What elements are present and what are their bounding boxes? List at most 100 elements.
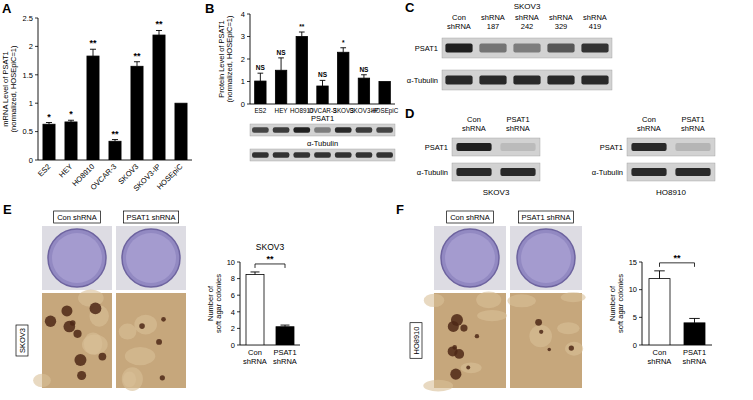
dish-inner	[521, 233, 571, 283]
significance: *	[342, 39, 345, 46]
significance: **	[299, 23, 305, 30]
error-bar	[156, 30, 162, 35]
text-line: shRNA	[681, 124, 705, 133]
tick-label: 1.5	[23, 71, 33, 80]
dish-inner	[126, 233, 176, 283]
blot-band	[314, 152, 331, 157]
panel-letter: B	[205, 1, 214, 16]
error-bar	[340, 48, 346, 53]
category-label: ES2	[254, 107, 266, 114]
blot-band	[456, 168, 491, 176]
blot-band	[445, 76, 472, 85]
blot-band	[675, 143, 710, 151]
micrograph	[434, 293, 506, 388]
text-line: shRNA	[648, 357, 672, 366]
tick-label: 1	[241, 77, 245, 86]
text-line: shRNA	[506, 124, 530, 133]
blot-band	[294, 127, 311, 132]
colony	[73, 330, 81, 338]
blot-band	[500, 143, 535, 151]
text-line: 419	[589, 22, 602, 31]
marks	[649, 271, 705, 345]
micrograph	[42, 293, 112, 388]
bar	[317, 86, 328, 104]
panel-letter: F	[396, 202, 404, 217]
tick-label: 0.5	[23, 127, 33, 136]
tick-label: 2	[241, 55, 245, 64]
colony	[466, 366, 470, 370]
texture	[122, 367, 143, 391]
error-bar	[68, 120, 74, 122]
blot-band	[513, 44, 540, 53]
colony	[569, 345, 574, 350]
column-label: Con shRNA	[57, 213, 97, 222]
significance: *	[69, 109, 73, 119]
dish-photo	[42, 226, 112, 290]
lane-label: ConshRNA	[637, 115, 661, 133]
texture	[561, 292, 586, 302]
tick-label: 6	[231, 291, 235, 300]
tick-label: 2	[29, 42, 33, 51]
texture	[557, 322, 579, 334]
significance: NS	[318, 71, 328, 78]
colony	[539, 330, 543, 334]
text-line: (normalized, HOSEpiC=1)	[9, 45, 18, 132]
colony	[74, 354, 86, 366]
texture	[461, 362, 482, 373]
tick-label: 0	[231, 341, 235, 350]
y-axis	[642, 262, 643, 345]
colony	[452, 345, 457, 350]
significance-bracket	[255, 264, 285, 268]
text-line: shRNA	[243, 357, 267, 366]
texture	[476, 291, 501, 308]
blot-title: SKOV3	[514, 2, 541, 11]
tick-label: 2	[231, 324, 235, 333]
bar	[684, 323, 705, 345]
blot-strip	[250, 149, 395, 161]
blot-strip	[627, 138, 715, 156]
text-line: 187	[487, 22, 500, 31]
category-label: HEY	[57, 162, 74, 179]
western-blot: CSKOV3ConshRNAshRNA187shRNA242shRNA329sh…	[405, 0, 612, 90]
bar-chart: SKOV3Number ofsoft agar colonies0246810C…	[206, 242, 300, 366]
text-line: shRNA	[273, 357, 297, 366]
significance: **	[266, 254, 274, 264]
blot-band	[500, 168, 535, 176]
tick-label: 10	[227, 258, 235, 267]
error-bar	[689, 318, 700, 322]
bar	[275, 70, 286, 104]
blot-band	[252, 152, 269, 157]
colony	[61, 305, 72, 316]
text-line: 329	[555, 22, 568, 31]
panel-letter: A	[2, 1, 12, 16]
column-label: Con shRNA	[450, 213, 490, 222]
blot-band	[631, 143, 666, 151]
blot-band	[445, 44, 472, 53]
colony-images: ESKOV3Con shRNAPSAT1 shRNA	[3, 202, 186, 391]
error-bar	[281, 325, 290, 327]
significance: NS	[256, 64, 266, 71]
tick-label: 5	[633, 313, 637, 322]
texture	[424, 294, 444, 307]
tick-label: 10	[629, 285, 637, 294]
bar-chart: Number ofsoft agar colonies051015ConshRN…	[608, 253, 712, 366]
y-axis	[240, 262, 241, 345]
significance: **	[111, 129, 119, 139]
error-bar	[90, 49, 96, 56]
marks	[43, 30, 187, 160]
significance: **	[89, 38, 97, 48]
western-blot: DSKOV3ConshRNAPSAT1shRNAPSAT1α-Tubulin	[405, 106, 540, 197]
texture	[33, 374, 51, 387]
text-line: shRNA	[462, 124, 486, 133]
bar	[338, 52, 349, 104]
colony	[160, 375, 165, 380]
blot-band	[294, 152, 311, 157]
lane-label: ConshRNA	[462, 115, 486, 133]
dish-inner	[52, 233, 102, 283]
tick-label: 0	[633, 341, 637, 350]
colony	[450, 369, 461, 380]
category-label: PSAT1shRNA	[273, 348, 297, 366]
lane-label: PSAT1shRNA	[506, 115, 530, 133]
tick-label: 0	[241, 100, 245, 109]
text-line: 242	[521, 22, 534, 31]
